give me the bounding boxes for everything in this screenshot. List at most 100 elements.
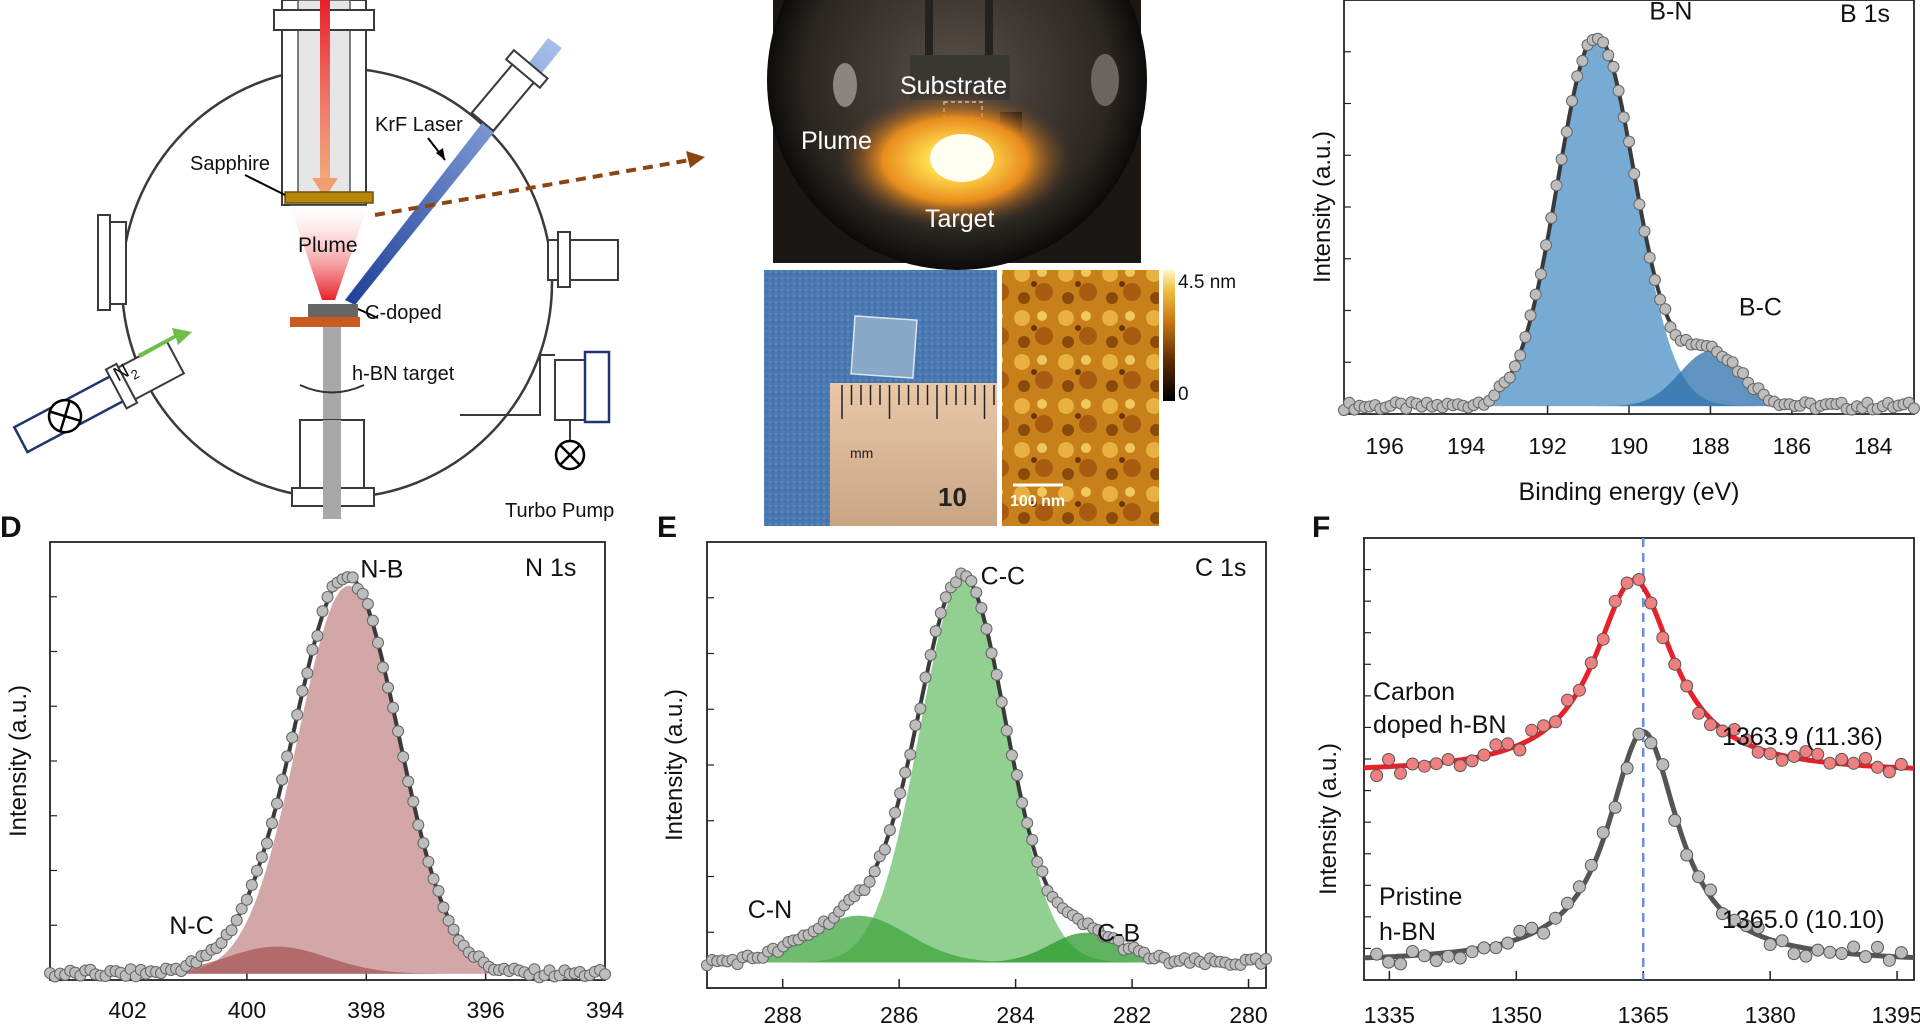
data-point (286, 731, 299, 744)
data-point (402, 775, 415, 788)
data-point (1016, 796, 1029, 809)
data-point (1727, 723, 1741, 736)
x-tick-label: 194 (1447, 433, 1486, 459)
data-point (1847, 756, 1861, 770)
data-point (883, 824, 896, 837)
x-tick-label: 398 (347, 997, 385, 1023)
afm-scalebar-label: 100 nm (1010, 493, 1065, 510)
data-point (1561, 693, 1574, 707)
data-point (1429, 757, 1443, 771)
data-point (1382, 753, 1396, 766)
data-point (970, 586, 983, 599)
data-point (1597, 36, 1610, 49)
data-point (1031, 855, 1044, 868)
x-tick-label: 394 (586, 997, 625, 1023)
photo-plume-label: Plume (801, 127, 872, 155)
series-label-carbon_line1: Carbon (1373, 678, 1455, 706)
n2-flow-arrow (138, 328, 192, 358)
y-axis-label: Intensity (a.u.) (5, 685, 32, 837)
plot-title: B 1s (1840, 0, 1890, 28)
data-point (1406, 757, 1419, 771)
rotation-arrow (299, 384, 365, 394)
data-point (366, 614, 379, 627)
data-point (1572, 683, 1586, 697)
data-point (1519, 331, 1532, 343)
peak-n-c (50, 946, 605, 974)
x-tick-label: 284 (996, 1002, 1035, 1024)
data-point (225, 924, 238, 937)
data-point (356, 587, 369, 600)
x-tick-label: 280 (1229, 1002, 1267, 1024)
sample-photo: mm 10 (764, 270, 997, 526)
glow-core (930, 134, 994, 182)
y-axis-label: Intensity (a.u.) (661, 689, 688, 841)
data-point (1525, 921, 1539, 935)
data-point (1871, 760, 1884, 774)
data-point (1620, 576, 1634, 590)
data-point (1453, 951, 1467, 965)
data-point (1823, 756, 1837, 770)
x-tick-label: 188 (1691, 433, 1729, 459)
data-point (311, 629, 324, 642)
right-window-reflection (1091, 54, 1119, 106)
panel-letter-e: E (657, 511, 677, 544)
data-point (1882, 765, 1896, 779)
plot-title: C 1s (1195, 554, 1246, 582)
data-point (1871, 940, 1884, 954)
data-point (1656, 758, 1670, 772)
data-point (447, 923, 460, 936)
data-point (914, 702, 927, 715)
data-point (1394, 957, 1407, 971)
data-point (1739, 733, 1753, 747)
data-point (1775, 934, 1789, 948)
data-point (1488, 389, 1501, 402)
target-pointer (357, 308, 379, 319)
data-point (1549, 911, 1562, 925)
incident-beam (320, 0, 330, 180)
data-point (1572, 880, 1586, 894)
series-label-pristine_line1: Pristine (1379, 883, 1462, 911)
x-tick-label: 400 (228, 997, 266, 1023)
data-point (975, 602, 988, 614)
data-point (1000, 724, 1013, 737)
x-tick-label: 288 (764, 1002, 802, 1024)
n2-inlet (12, 340, 186, 454)
ruler-mm-label: mm (850, 445, 873, 461)
data-point (1659, 303, 1672, 316)
data-point (1654, 293, 1667, 306)
data-point (1632, 727, 1646, 741)
data-point (1607, 60, 1620, 73)
data-point (1894, 757, 1908, 771)
data-point (980, 622, 993, 635)
data-point (1394, 766, 1407, 780)
photo-substrate-label: Substrate (900, 72, 1007, 100)
data-point (1525, 723, 1539, 737)
sapphire-label: Sapphire (190, 153, 270, 175)
data-point (1835, 947, 1849, 960)
data-point (427, 872, 440, 885)
data-point (1026, 833, 1039, 846)
x-tick-label: 186 (1773, 433, 1811, 459)
data-point (899, 766, 912, 779)
data-point (1513, 924, 1527, 938)
peak-b-n (1344, 35, 1914, 407)
x-tick-label: 1350 (1491, 1002, 1542, 1024)
data-point (1584, 656, 1598, 670)
data-point (1643, 251, 1656, 264)
pld-chamber-schematic: Sapphire Plume KrF Laser C-doped h-BN ta… (12, 0, 705, 522)
data-point (321, 591, 334, 603)
data-point (1787, 947, 1801, 961)
data-point (1763, 747, 1777, 761)
plume-label: Plume (298, 234, 358, 257)
data-point (1628, 167, 1641, 180)
data-point (919, 671, 932, 684)
target-pellet (308, 304, 358, 317)
data-point (1489, 738, 1503, 752)
c1s-xps-plot: 288 286 284 282 280 C 1s Intensity (a.u.) C-N C-… (661, 541, 1272, 1024)
data-point (245, 879, 258, 891)
data-point (240, 893, 253, 906)
data-point (878, 843, 891, 856)
plot-title: N 1s (525, 554, 576, 582)
data-point (1453, 759, 1467, 773)
data-point (1549, 715, 1562, 729)
